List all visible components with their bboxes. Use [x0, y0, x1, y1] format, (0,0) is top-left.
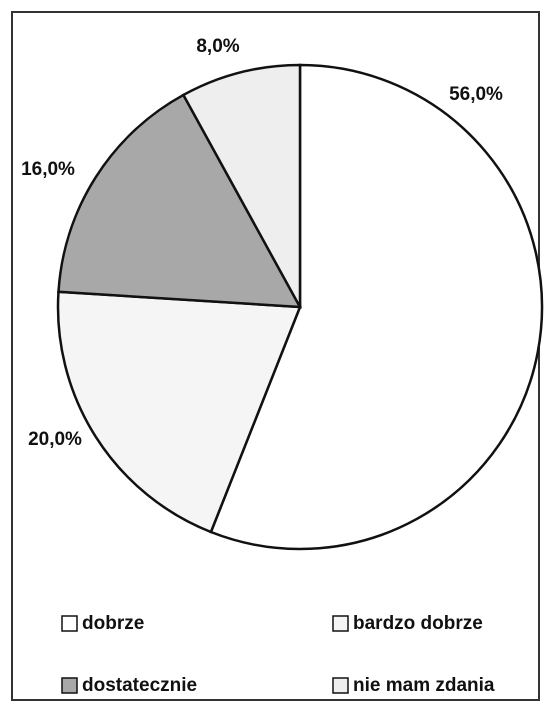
data-label: 8,0%: [196, 36, 239, 57]
legend-swatch: [61, 677, 78, 694]
pie-slice: [209, 63, 544, 551]
data-label: 16,0%: [21, 159, 75, 180]
legend-label: dobrze: [82, 613, 144, 634]
legend-label: nie mam zdania: [353, 675, 495, 696]
legend-label: bardzo dobrze: [353, 613, 483, 634]
legend-swatch: [332, 677, 349, 694]
pie-slice: [181, 63, 302, 308]
pie-slice: [57, 93, 303, 309]
legend-swatch: [61, 615, 78, 632]
data-label: 20,0%: [28, 429, 82, 450]
data-label: 56,0%: [449, 84, 503, 105]
legend-swatch: [332, 615, 349, 632]
pie-slice: [56, 290, 302, 534]
legend-label: dostatecznie: [82, 675, 197, 696]
